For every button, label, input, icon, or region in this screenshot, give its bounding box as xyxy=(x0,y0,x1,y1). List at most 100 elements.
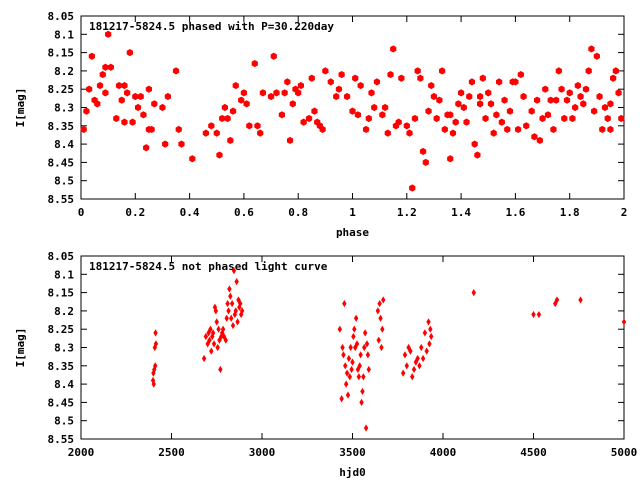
phased-data-point xyxy=(428,81,435,90)
phased-data-point xyxy=(80,125,87,134)
unphased-data-point xyxy=(213,307,219,315)
unphased-data-point xyxy=(531,310,536,319)
phased-data-point xyxy=(604,114,611,123)
unphased-data-point xyxy=(352,325,357,333)
phased-data-point xyxy=(335,85,343,93)
unphased-data-point xyxy=(376,336,381,344)
phased-data-point xyxy=(430,92,438,101)
phased-data-point xyxy=(267,92,275,101)
phased-data-point xyxy=(379,111,386,119)
phased-data-point xyxy=(487,100,495,108)
unphased-data-point xyxy=(346,354,352,363)
phased-data-point xyxy=(319,125,326,134)
unphased-data-point xyxy=(356,373,362,381)
phased-chart-title: 181217-5824.5 phased with P=30.220day xyxy=(89,20,334,33)
unphased-data-point xyxy=(361,373,366,381)
unphased-data-point xyxy=(348,343,353,352)
unphased-data-point xyxy=(554,296,560,304)
unphased-data-point xyxy=(343,362,348,370)
unphased-data-point xyxy=(201,354,207,363)
unphased-data-point xyxy=(400,369,406,377)
unphased-data-point xyxy=(153,329,158,337)
phased-data-point xyxy=(219,114,226,123)
unphased-data-point xyxy=(419,343,424,352)
phased-data-point xyxy=(504,125,511,134)
phased-y-tick-label: 8.45 xyxy=(48,156,75,169)
phased-data-point xyxy=(286,136,294,145)
phased-data-point xyxy=(566,89,573,97)
phased-data-point xyxy=(471,140,478,148)
unphased-x-tick-label: 4000 xyxy=(430,446,457,459)
phased-data-point xyxy=(343,92,351,101)
unphased-data-point xyxy=(230,321,236,330)
unphased-data-point xyxy=(216,325,221,333)
unphased-data-point xyxy=(221,332,227,341)
phased-data-point xyxy=(419,147,427,156)
phased-data-point xyxy=(387,70,394,79)
unphased-data-points xyxy=(150,267,627,432)
phased-data-point xyxy=(221,103,229,112)
unphased-data-point xyxy=(210,329,216,337)
unphased-data-point xyxy=(226,307,231,315)
unphased-x-tick-label: 5000 xyxy=(611,446,638,459)
phased-data-point xyxy=(300,118,307,126)
phased-data-point xyxy=(493,111,500,119)
phased-data-point xyxy=(403,122,410,130)
phased-data-point xyxy=(368,89,375,97)
phased-data-point xyxy=(591,107,598,115)
phased-x-tick-label: 1.6 xyxy=(505,206,525,219)
unphased-data-point xyxy=(424,347,429,355)
phased-y-tick-label: 8.25 xyxy=(48,83,75,96)
unphased-data-point xyxy=(358,351,363,359)
phased-data-point xyxy=(447,111,454,119)
phased-data-point xyxy=(555,67,562,75)
unphased-data-point xyxy=(359,398,364,406)
unphased-data-point xyxy=(471,289,476,297)
phased-data-point xyxy=(558,85,565,93)
phased-y-tick-label: 8.15 xyxy=(48,47,75,60)
unphased-data-point xyxy=(214,318,219,326)
unphased-data-point xyxy=(337,325,343,333)
phased-data-point xyxy=(145,85,152,93)
phased-data-point xyxy=(118,96,125,104)
phased-data-point xyxy=(476,100,484,108)
phased-data-points xyxy=(80,30,625,192)
unphased-data-point xyxy=(205,340,210,348)
unphased-data-point xyxy=(408,347,413,355)
unphased-data-point xyxy=(344,369,350,377)
phased-data-point xyxy=(94,100,101,108)
unphased-data-point xyxy=(355,365,361,374)
phased-data-point xyxy=(113,114,120,123)
phased-x-tick-label: 0.8 xyxy=(288,206,308,219)
phased-data-point xyxy=(270,52,277,60)
unphased-data-point xyxy=(151,380,156,388)
unphased-data-point xyxy=(380,325,385,333)
phased-y-tick-label: 8.4 xyxy=(54,138,74,151)
unphased-data-point xyxy=(427,340,432,348)
phased-x-tick-label: 1.4 xyxy=(451,206,471,219)
phased-data-point xyxy=(569,114,576,123)
phased-data-point xyxy=(398,74,405,82)
unphased-data-point xyxy=(428,325,433,333)
phased-data-point xyxy=(96,81,104,90)
phased-data-point xyxy=(550,125,557,134)
phased-data-point xyxy=(115,81,123,90)
unphased-data-point xyxy=(429,332,434,341)
phased-light-curve-panel: 0 0.2 0.4 0.6 0.8 1 1.2 1.4 1.6 1.8 2 8.05 8.1 8.15 8.… xyxy=(14,10,627,239)
phased-data-point xyxy=(463,118,470,126)
unphased-data-point xyxy=(229,314,234,322)
phased-data-point xyxy=(151,100,158,108)
unphased-data-point xyxy=(218,365,223,374)
phased-data-point xyxy=(588,45,595,53)
phased-data-point xyxy=(509,78,516,86)
unphased-data-point xyxy=(381,296,386,304)
unphased-data-point xyxy=(375,307,381,315)
phased-x-tick-label: 1.2 xyxy=(397,206,417,219)
phased-data-point xyxy=(284,78,291,86)
phased-data-point xyxy=(498,118,505,126)
phased-x-tick-label: 1.8 xyxy=(560,206,580,219)
phased-data-point xyxy=(121,118,128,126)
phased-data-point xyxy=(172,67,180,75)
unphased-data-point xyxy=(377,299,382,308)
phased-data-point xyxy=(178,140,185,148)
